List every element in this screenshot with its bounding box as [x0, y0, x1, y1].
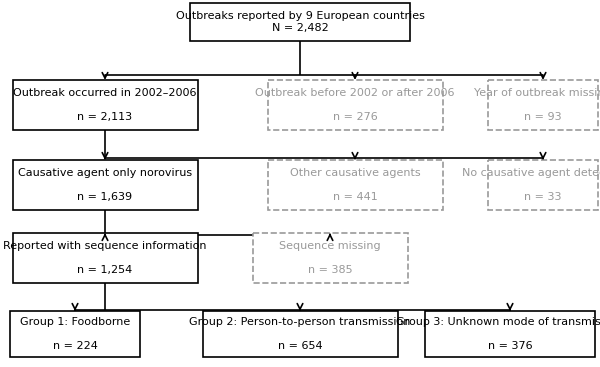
Text: Outbreak occurred in 2002–2006

n = 2,113: Outbreak occurred in 2002–2006 n = 2,113: [13, 88, 197, 123]
Text: Outbreaks reported by 9 European countries
N = 2,482: Outbreaks reported by 9 European countri…: [176, 11, 424, 33]
Bar: [13, 233, 197, 283]
Bar: [268, 160, 443, 210]
Bar: [488, 160, 598, 210]
Text: Reported with sequence information

n = 1,254: Reported with sequence information n = 1…: [3, 241, 207, 275]
Bar: [488, 80, 598, 130]
Bar: [190, 3, 410, 41]
Text: Year of outbreak missing

n = 93: Year of outbreak missing n = 93: [474, 88, 600, 123]
Bar: [13, 80, 197, 130]
Text: Sequence missing

n = 385: Sequence missing n = 385: [279, 241, 381, 275]
Text: No causative agent detected

n = 33: No causative agent detected n = 33: [462, 168, 600, 202]
Bar: [268, 80, 443, 130]
Text: Group 1: Foodborne

n = 224: Group 1: Foodborne n = 224: [20, 317, 130, 351]
Text: Group 2: Person-to-person transmission

n = 654: Group 2: Person-to-person transmission n…: [190, 317, 410, 351]
Text: Causative agent only norovirus

n = 1,639: Causative agent only norovirus n = 1,639: [18, 168, 192, 202]
Bar: [425, 311, 595, 357]
Bar: [203, 311, 398, 357]
Text: Outbreak before 2002 or after 2006

n = 276: Outbreak before 2002 or after 2006 n = 2…: [255, 88, 455, 123]
Text: Other causative agents

n = 441: Other causative agents n = 441: [290, 168, 421, 202]
Bar: [13, 160, 197, 210]
Bar: [10, 311, 140, 357]
Text: Group 3: Unknown mode of transmission

n = 376: Group 3: Unknown mode of transmission n …: [396, 317, 600, 351]
Bar: [253, 233, 407, 283]
